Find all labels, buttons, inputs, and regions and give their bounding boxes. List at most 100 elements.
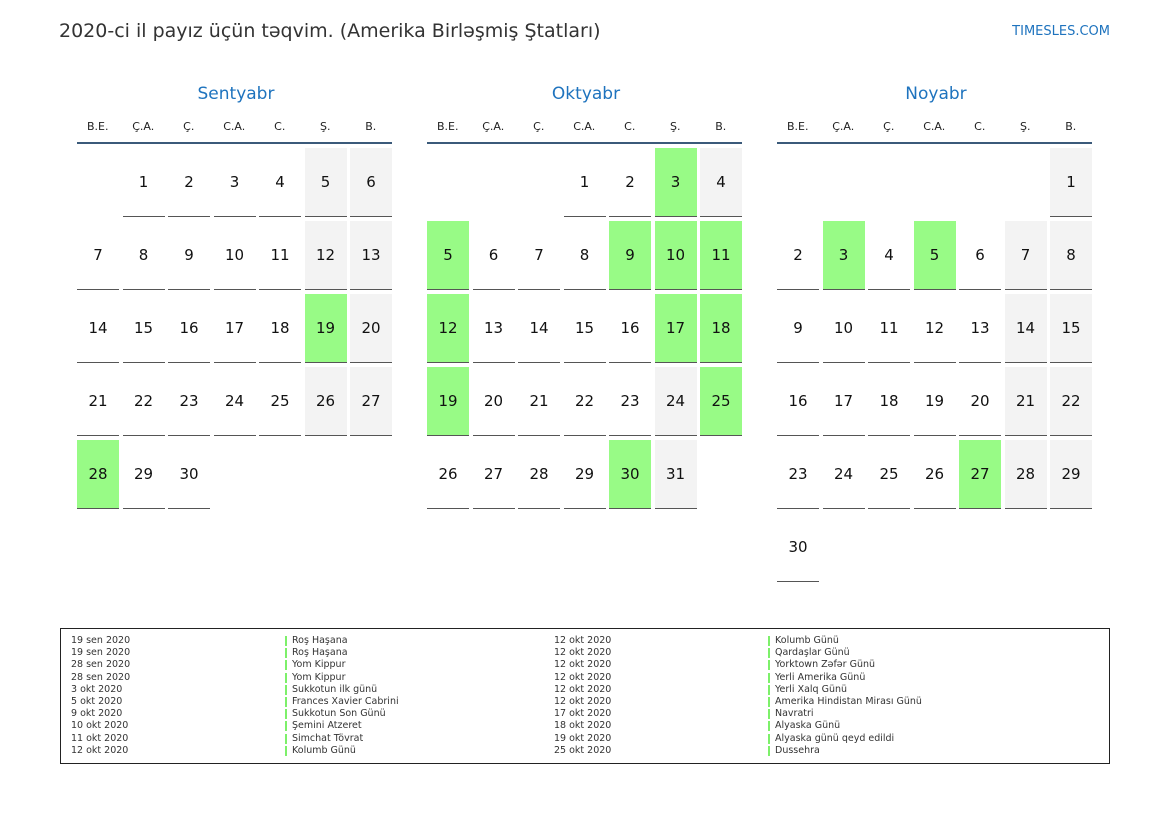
- day-cell[interactable]: 21: [518, 367, 560, 436]
- day-cell[interactable]: 16: [168, 294, 210, 363]
- day-cell[interactable]: 14: [518, 294, 560, 363]
- day-cell[interactable]: 9: [168, 221, 210, 290]
- day-cell-holiday[interactable]: 3: [822, 221, 865, 290]
- day-cell[interactable]: 26: [913, 440, 956, 509]
- holiday-name: Dussehra: [775, 744, 820, 756]
- day-cell[interactable]: 2: [777, 221, 819, 290]
- day-cell[interactable]: 21: [1004, 367, 1047, 436]
- day-cell[interactable]: 23: [609, 367, 651, 436]
- day-cell[interactable]: 18: [868, 367, 910, 436]
- day-cell[interactable]: 28: [518, 440, 560, 509]
- day-cell[interactable]: 22: [1050, 367, 1092, 436]
- day-cell[interactable]: 16: [609, 294, 651, 363]
- day-cell[interactable]: 20: [472, 367, 515, 436]
- day-cell[interactable]: 20: [959, 367, 1001, 436]
- day-cell[interactable]: 21: [77, 367, 119, 436]
- day-cell[interactable]: 6: [350, 148, 392, 217]
- day-cell[interactable]: 24: [213, 367, 256, 436]
- day-cell[interactable]: 14: [1004, 294, 1047, 363]
- day-cell-holiday[interactable]: 3: [654, 148, 697, 217]
- day-cell-holiday[interactable]: 18: [700, 294, 742, 363]
- day-cell[interactable]: 15: [1050, 294, 1092, 363]
- day-cell[interactable]: 29: [1050, 440, 1092, 509]
- day-cell-holiday[interactable]: 30: [609, 440, 651, 509]
- day-cell[interactable]: 29: [563, 440, 606, 509]
- day-cell[interactable]: 29: [122, 440, 165, 509]
- month-name: Noyabr: [905, 84, 967, 104]
- day-cell-holiday[interactable]: 19: [304, 294, 347, 363]
- day-cell[interactable]: 25: [868, 440, 910, 509]
- day-cell-holiday[interactable]: 5: [427, 221, 469, 290]
- day-cell[interactable]: 15: [563, 294, 606, 363]
- day-cell-holiday[interactable]: 9: [609, 221, 651, 290]
- day-cell[interactable]: 25: [259, 367, 301, 436]
- day-cell[interactable]: 7: [77, 221, 119, 290]
- day-cell[interactable]: 6: [472, 221, 515, 290]
- day-cell[interactable]: 30: [777, 513, 819, 582]
- day-cell[interactable]: 7: [518, 221, 560, 290]
- day-cell[interactable]: 4: [259, 148, 301, 217]
- day-cell[interactable]: 26: [427, 440, 469, 509]
- day-cell[interactable]: 12: [304, 221, 347, 290]
- day-cell-holiday[interactable]: 28: [77, 440, 119, 509]
- day-cell[interactable]: 20: [350, 294, 392, 363]
- day-cell-holiday[interactable]: 5: [913, 221, 956, 290]
- day-cell[interactable]: 16: [777, 367, 819, 436]
- day-cell[interactable]: 22: [122, 367, 165, 436]
- day-cell-holiday[interactable]: 27: [959, 440, 1001, 509]
- day-cell-holiday[interactable]: 17: [654, 294, 697, 363]
- day-cell[interactable]: 24: [822, 440, 865, 509]
- day-cell[interactable]: 30: [168, 440, 210, 509]
- day-cell[interactable]: 5: [304, 148, 347, 217]
- day-cell[interactable]: 4: [868, 221, 910, 290]
- day-cell[interactable]: 27: [350, 367, 392, 436]
- day-cell-holiday[interactable]: 11: [700, 221, 742, 290]
- day-cell[interactable]: 8: [563, 221, 606, 290]
- day-cell[interactable]: 17: [213, 294, 256, 363]
- day-cell[interactable]: 6: [959, 221, 1001, 290]
- brand-link[interactable]: TIMESLES.COM: [1012, 24, 1110, 39]
- day-cell-holiday[interactable]: 10: [654, 221, 697, 290]
- day-cell[interactable]: 24: [654, 367, 697, 436]
- day-cell[interactable]: 1: [1050, 148, 1092, 217]
- day-cell[interactable]: 17: [822, 367, 865, 436]
- holiday-marker: [768, 684, 770, 695]
- holiday-name: Roş Haşana: [292, 635, 348, 646]
- day-cell[interactable]: 3: [213, 148, 256, 217]
- day-cell[interactable]: 13: [350, 221, 392, 290]
- day-cell[interactable]: 1: [122, 148, 165, 217]
- day-cell-holiday[interactable]: 25: [700, 367, 742, 436]
- day-cell[interactable]: 14: [77, 294, 119, 363]
- day-cell[interactable]: 2: [168, 148, 210, 217]
- day-cell[interactable]: 10: [822, 294, 865, 363]
- holiday-date: 12 okt 2020: [554, 696, 612, 707]
- holiday-marker: [285, 648, 287, 659]
- day-cell[interactable]: 1: [563, 148, 606, 217]
- day-cell[interactable]: 13: [959, 294, 1001, 363]
- day-cell[interactable]: 12: [913, 294, 956, 363]
- day-cell[interactable]: 8: [1050, 221, 1092, 290]
- day-cell-holiday[interactable]: 19: [427, 367, 469, 436]
- day-cell[interactable]: 9: [777, 294, 819, 363]
- day-cell[interactable]: 10: [213, 221, 256, 290]
- day-cell[interactable]: 11: [868, 294, 910, 363]
- day-cell[interactable]: 2: [609, 148, 651, 217]
- day-cell[interactable]: 11: [259, 221, 301, 290]
- day-cell[interactable]: 31: [654, 440, 697, 509]
- day-cell[interactable]: 8: [122, 221, 165, 290]
- day-cell[interactable]: 23: [777, 440, 819, 509]
- day-cell[interactable]: 4: [700, 148, 742, 217]
- day-cell-holiday[interactable]: 12: [427, 294, 469, 363]
- day-cell[interactable]: 7: [1004, 221, 1047, 290]
- holiday-date: 9 okt 2020: [71, 708, 123, 720]
- day-cell[interactable]: 26: [304, 367, 347, 436]
- day-cell[interactable]: 15: [122, 294, 165, 363]
- day-cell[interactable]: 13: [472, 294, 515, 363]
- day-cell[interactable]: 27: [472, 440, 515, 509]
- day-cell[interactable]: 23: [168, 367, 210, 436]
- day-cell[interactable]: 22: [563, 367, 606, 436]
- day-cell[interactable]: 19: [913, 367, 956, 436]
- weekday-label: B.E.: [787, 120, 809, 133]
- day-cell[interactable]: 28: [1004, 440, 1047, 509]
- day-cell[interactable]: 18: [259, 294, 301, 363]
